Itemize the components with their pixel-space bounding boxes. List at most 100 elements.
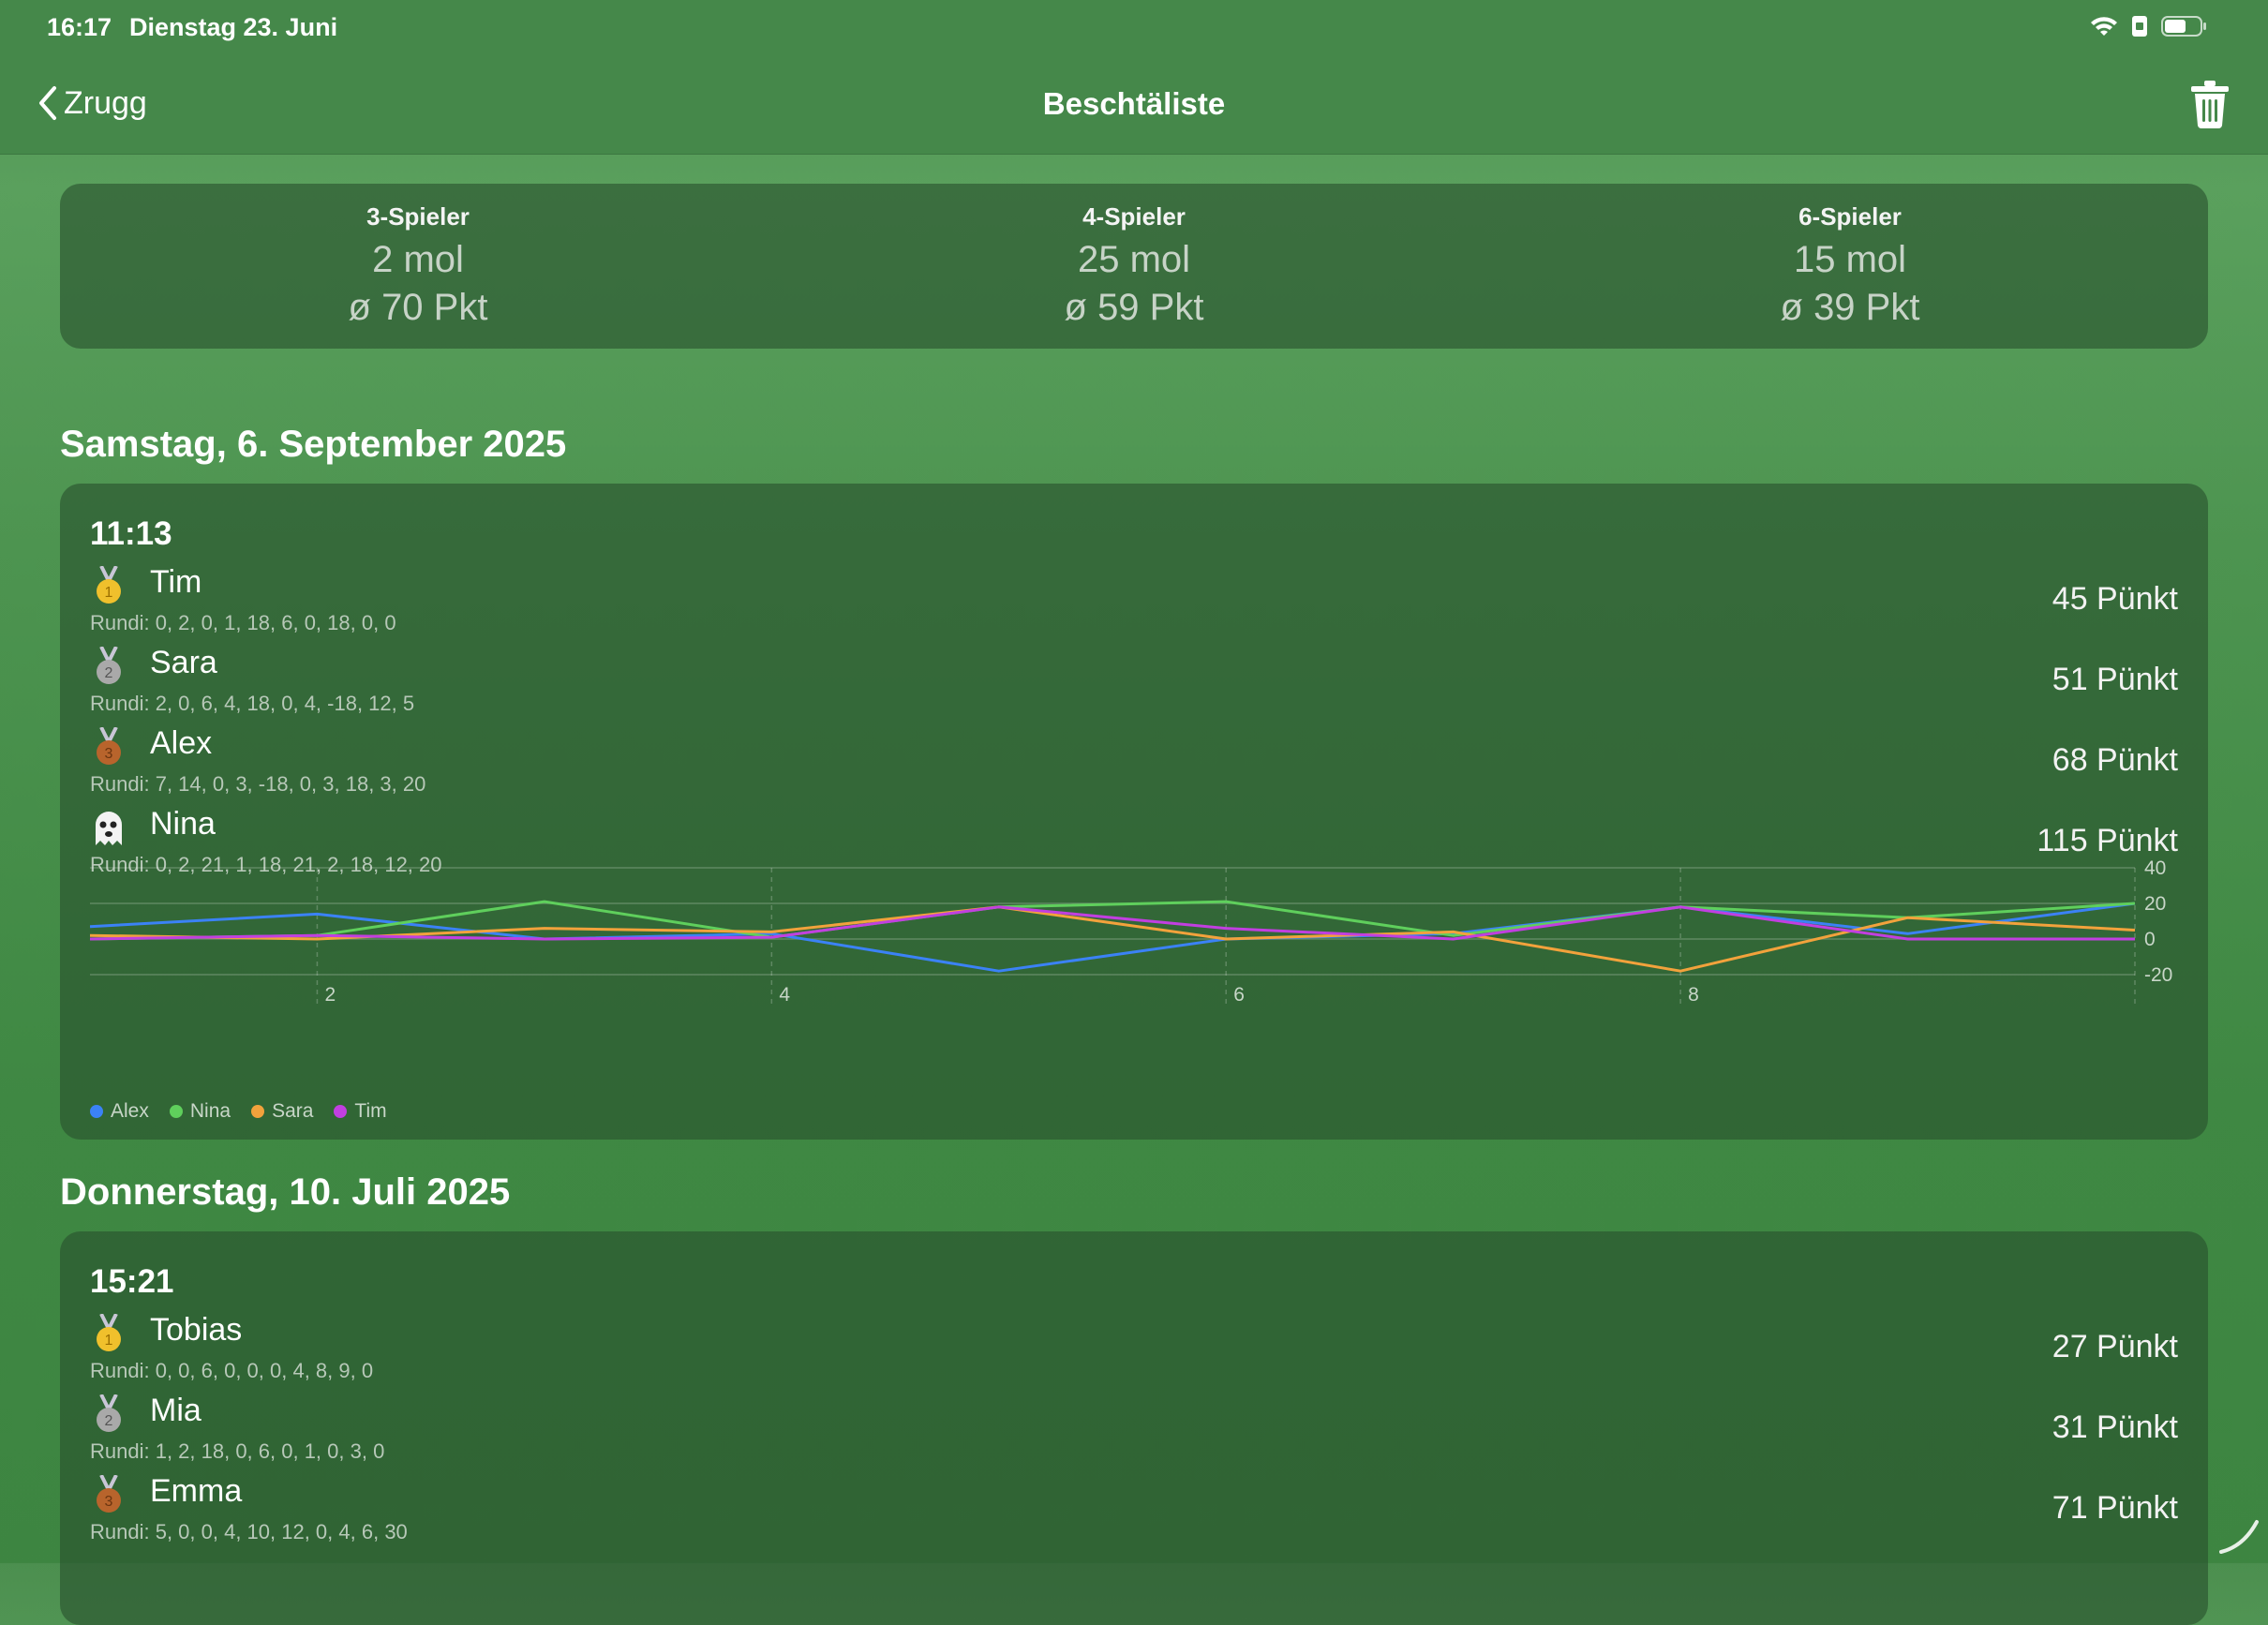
summary-3-player: 3-Spieler 2 mol ø 70 Pkt bbox=[60, 184, 776, 349]
legend-swatch bbox=[169, 1105, 183, 1118]
player-points: 51 Pünkt bbox=[2052, 662, 2178, 697]
wifi-icon bbox=[2091, 17, 2117, 36]
status-date: Dienstag 23. Juni bbox=[129, 13, 338, 41]
page-title: Beschtäliste bbox=[1042, 86, 1226, 121]
legend-swatch bbox=[90, 1105, 103, 1118]
delete-button[interactable] bbox=[2189, 79, 2231, 134]
player-points: 115 Pünkt bbox=[2037, 823, 2178, 858]
status-time: 16:17 bbox=[47, 13, 112, 41]
bronze-medal-icon: 3 bbox=[97, 727, 121, 765]
bronze-medal-icon: 3 bbox=[97, 1475, 121, 1513]
session-time: 15:21 bbox=[90, 1263, 174, 1300]
player-row: Nina Rundi: 0, 2, 21, 1, 18, 21, 2, 18, … bbox=[90, 806, 2178, 887]
summary-games: 15 mol bbox=[1793, 239, 1907, 280]
x-tick-label: 2 bbox=[324, 984, 336, 1006]
player-points: 68 Pünkt bbox=[2052, 742, 2178, 778]
svg-text:1: 1 bbox=[105, 1333, 113, 1349]
player-name: Tobias bbox=[150, 1312, 243, 1348]
player-row: 3 Emma Rundi: 5, 0, 0, 4, 10, 12, 0, 4, … bbox=[90, 1473, 2178, 1554]
back-button[interactable]: Zrugg bbox=[36, 84, 147, 122]
navigation-bar: Zrugg Beschtäliste bbox=[0, 58, 2268, 155]
player-rounds: Rundi: 0, 2, 21, 1, 18, 21, 2, 18, 12, 2… bbox=[90, 853, 442, 876]
silver-medal-icon: 2 bbox=[97, 1394, 121, 1432]
player-name: Sara bbox=[150, 645, 217, 680]
y-tick-label: 40 bbox=[2144, 858, 2166, 879]
status-icons bbox=[2090, 15, 2208, 37]
status-bar: 16:17 Dienstag 23. Juni bbox=[0, 0, 2268, 58]
player-rounds: Rundi: 5, 0, 0, 4, 10, 12, 0, 4, 6, 30 bbox=[90, 1520, 408, 1543]
player-row: 1 Tim Rundi: 0, 2, 0, 1, 18, 6, 0, 18, 0… bbox=[90, 564, 2178, 645]
chevron-left-icon bbox=[39, 86, 56, 120]
gold-medal-icon: 1 bbox=[97, 1314, 121, 1351]
summary-games: 2 mol bbox=[372, 239, 464, 280]
score-chart: 40 20 0 -20 2 4 6 8 bbox=[90, 858, 2172, 1008]
svg-text:2: 2 bbox=[105, 1413, 113, 1429]
sim-card-icon bbox=[2132, 16, 2147, 37]
svg-text:3: 3 bbox=[105, 746, 113, 762]
player-points: 31 Pünkt bbox=[2052, 1409, 2178, 1445]
summary-average: ø 39 Pkt bbox=[1780, 287, 1920, 328]
player-rounds: Rundi: 0, 0, 6, 0, 0, 0, 4, 8, 9, 0 bbox=[90, 1359, 374, 1382]
y-tick-label: 20 bbox=[2144, 893, 2166, 915]
legend-item: Alex bbox=[90, 1100, 149, 1123]
legend-label: Alex bbox=[111, 1100, 149, 1122]
silver-medal-icon: 2 bbox=[97, 647, 121, 684]
player-row: 2 Sara Rundi: 2, 0, 6, 4, 18, 0, 4, -18,… bbox=[90, 645, 2178, 725]
gold-medal-icon: 1 bbox=[97, 566, 121, 604]
player-name: Tim bbox=[150, 564, 202, 600]
summary-6-player: 6-Spieler 15 mol ø 39 Pkt bbox=[1492, 184, 2208, 349]
series-line-nina bbox=[90, 900, 2136, 941]
summary-card: 3-Spieler 2 mol ø 70 Pkt 4-Spieler 25 mo… bbox=[60, 184, 2208, 349]
series-line-sara bbox=[90, 905, 2136, 973]
legend-swatch bbox=[251, 1105, 265, 1118]
player-points: 71 Pünkt bbox=[2052, 1490, 2178, 1526]
svg-text:1: 1 bbox=[105, 585, 113, 601]
session-date-heading: Samstag, 6. September 2025 bbox=[60, 424, 567, 465]
player-name: Mia bbox=[150, 1393, 201, 1428]
player-row: 3 Alex Rundi: 7, 14, 0, 3, -18, 0, 3, 18… bbox=[90, 725, 2178, 806]
y-tick-label: -20 bbox=[2144, 964, 2172, 986]
summary-title: 6-Spieler bbox=[1798, 202, 1902, 231]
x-tick-label: 8 bbox=[1688, 984, 1699, 1006]
legend-swatch bbox=[334, 1105, 348, 1118]
session-card[interactable]: 15:21 1 Tobias Rundi: 0, 0, 6, 0, 0, 0, … bbox=[60, 1231, 2208, 1625]
chart-legend: Alex Nina Sara Tim bbox=[90, 1100, 387, 1123]
player-rounds: Rundi: 7, 14, 0, 3, -18, 0, 3, 18, 3, 20 bbox=[90, 772, 426, 796]
svg-text:3: 3 bbox=[105, 1494, 113, 1510]
battery-icon bbox=[2161, 16, 2206, 37]
player-rounds: Rundi: 0, 2, 0, 1, 18, 6, 0, 18, 0, 0 bbox=[90, 611, 396, 634]
summary-4-player: 4-Spieler 25 mol ø 59 Pkt bbox=[776, 184, 1492, 349]
legend-label: Nina bbox=[189, 1100, 231, 1122]
summary-average: ø 59 Pkt bbox=[1064, 287, 1204, 328]
session-time: 11:13 bbox=[90, 515, 172, 552]
y-tick-label: 0 bbox=[2144, 929, 2156, 950]
series-line-alex bbox=[90, 902, 2136, 973]
legend-label: Tim bbox=[354, 1100, 387, 1122]
player-points: 27 Pünkt bbox=[2052, 1329, 2178, 1364]
back-label: Zrugg bbox=[64, 84, 147, 121]
session-card[interactable]: 11:13 1 Tim Rundi: 0, 2, 0, 1, 18, 6, 0,… bbox=[60, 484, 2208, 1140]
summary-title: 4-Spieler bbox=[1082, 202, 1186, 231]
resize-handle-icon[interactable] bbox=[2216, 1509, 2262, 1556]
summary-average: ø 70 Pkt bbox=[348, 287, 488, 328]
legend-label: Sara bbox=[272, 1100, 314, 1122]
player-row: 2 Mia Rundi: 1, 2, 18, 0, 6, 0, 1, 0, 3,… bbox=[90, 1393, 2178, 1473]
summary-title: 3-Spieler bbox=[366, 202, 470, 231]
legend-item: Sara bbox=[251, 1100, 313, 1123]
svg-text:2: 2 bbox=[105, 665, 113, 681]
series-line-tim bbox=[90, 905, 2135, 941]
player-name: Emma bbox=[150, 1473, 243, 1509]
session-date-heading: Donnerstag, 10. Juli 2025 bbox=[60, 1171, 511, 1213]
x-tick-label: 4 bbox=[779, 984, 790, 1006]
legend-item: Tim bbox=[334, 1100, 387, 1123]
trash-icon bbox=[2191, 81, 2229, 128]
ghost-icon bbox=[96, 812, 122, 845]
player-name: Nina bbox=[150, 806, 216, 842]
player-row: 1 Tobias Rundi: 0, 0, 6, 0, 0, 0, 4, 8, … bbox=[90, 1312, 2178, 1393]
player-points: 45 Pünkt bbox=[2052, 581, 2178, 617]
x-tick-label: 6 bbox=[1233, 984, 1245, 1006]
legend-item: Nina bbox=[169, 1100, 231, 1123]
player-rounds: Rundi: 1, 2, 18, 0, 6, 0, 1, 0, 3, 0 bbox=[90, 1439, 385, 1463]
player-name: Alex bbox=[150, 725, 213, 761]
player-rounds: Rundi: 2, 0, 6, 4, 18, 0, 4, -18, 12, 5 bbox=[90, 692, 415, 715]
